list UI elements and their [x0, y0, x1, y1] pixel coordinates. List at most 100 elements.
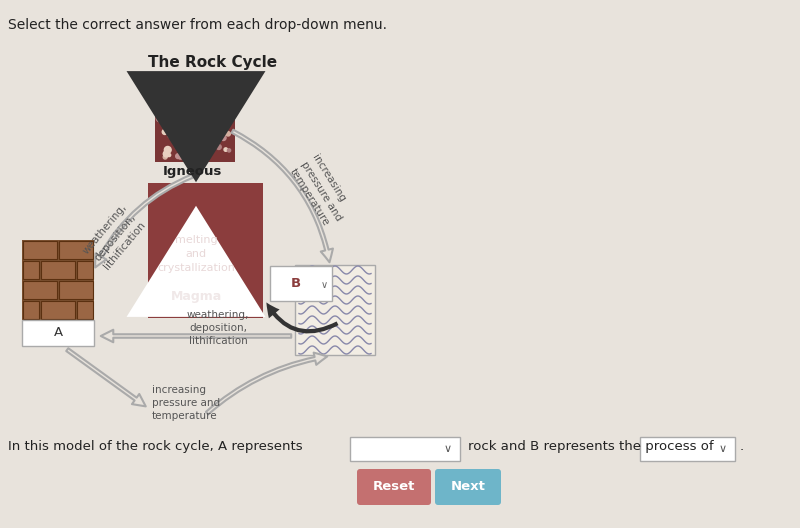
Text: increasing
pressure and
temperature: increasing pressure and temperature	[152, 385, 220, 421]
Circle shape	[171, 120, 174, 124]
Text: weathering,
deposition,
lithification: weathering, deposition, lithification	[187, 310, 249, 346]
Bar	[640, 437, 735, 461]
Bar	[41, 261, 75, 279]
Circle shape	[156, 115, 163, 121]
Circle shape	[186, 142, 191, 148]
Circle shape	[192, 129, 199, 136]
Circle shape	[220, 119, 225, 124]
Circle shape	[220, 128, 226, 134]
FancyArrowPatch shape	[266, 303, 338, 334]
Text: The Rock Cycle: The Rock Cycle	[148, 55, 277, 70]
Text: melting
and
crystallization: melting and crystallization	[157, 235, 235, 273]
Circle shape	[214, 137, 221, 143]
Circle shape	[205, 115, 211, 121]
Circle shape	[163, 151, 170, 157]
Circle shape	[174, 108, 179, 114]
Text: weathering,
deposition,
lithification: weathering, deposition, lithification	[82, 202, 149, 272]
Bar	[59, 281, 93, 299]
Circle shape	[215, 98, 221, 103]
Text: ∨: ∨	[444, 444, 452, 454]
Circle shape	[193, 147, 198, 153]
Circle shape	[202, 150, 207, 156]
Bar	[77, 301, 93, 319]
Circle shape	[190, 133, 196, 138]
Circle shape	[166, 112, 173, 119]
FancyArrowPatch shape	[66, 348, 146, 407]
Bar	[22, 320, 94, 346]
Circle shape	[178, 150, 182, 153]
Bar	[23, 281, 57, 299]
Text: rock and B represents the process of: rock and B represents the process of	[468, 440, 714, 453]
Circle shape	[170, 133, 174, 136]
Circle shape	[210, 132, 215, 137]
Bar	[23, 301, 39, 319]
Text: Igneous: Igneous	[163, 165, 222, 178]
Circle shape	[163, 155, 167, 159]
Circle shape	[220, 125, 226, 130]
Text: Next: Next	[450, 480, 486, 494]
Circle shape	[211, 99, 216, 103]
Circle shape	[187, 112, 190, 116]
FancyArrowPatch shape	[95, 174, 193, 268]
Bar	[23, 241, 57, 259]
Bar	[295, 265, 375, 355]
Bar	[270, 266, 332, 301]
Circle shape	[216, 106, 220, 110]
Circle shape	[193, 127, 199, 134]
Circle shape	[199, 107, 205, 112]
Circle shape	[194, 141, 198, 145]
Text: increasing
pressure and
temperature: increasing pressure and temperature	[288, 153, 354, 230]
Text: ∨: ∨	[719, 444, 727, 454]
Bar	[350, 437, 460, 461]
Circle shape	[221, 135, 226, 140]
Circle shape	[202, 155, 206, 159]
Circle shape	[176, 112, 181, 117]
Bar	[148, 183, 263, 318]
Circle shape	[193, 124, 199, 131]
Circle shape	[225, 131, 229, 135]
Circle shape	[168, 135, 171, 138]
Circle shape	[223, 132, 226, 135]
Circle shape	[193, 142, 200, 148]
FancyArrowPatch shape	[232, 130, 333, 262]
FancyBboxPatch shape	[357, 469, 431, 505]
Text: In this model of the rock cycle, A represents: In this model of the rock cycle, A repre…	[8, 440, 302, 453]
Circle shape	[156, 108, 162, 114]
Circle shape	[215, 119, 222, 126]
Bar	[77, 261, 93, 279]
Circle shape	[226, 131, 230, 136]
Circle shape	[162, 129, 167, 135]
Bar	[155, 97, 235, 162]
FancyArrowPatch shape	[206, 353, 327, 414]
Circle shape	[167, 124, 171, 128]
FancyBboxPatch shape	[435, 469, 501, 505]
Text: A: A	[54, 326, 62, 340]
Circle shape	[181, 132, 186, 138]
Circle shape	[215, 136, 221, 142]
Circle shape	[185, 117, 189, 121]
Circle shape	[157, 104, 164, 111]
Bar	[22, 240, 94, 320]
Text: B: B	[291, 277, 301, 290]
Text: .: .	[740, 440, 744, 453]
Text: ∨: ∨	[321, 280, 327, 290]
Circle shape	[202, 128, 207, 133]
Text: Select the correct answer from each drop-down menu.: Select the correct answer from each drop…	[8, 18, 387, 32]
Circle shape	[202, 156, 206, 161]
Bar	[59, 241, 93, 259]
Text: Magma: Magma	[170, 290, 222, 303]
Bar	[41, 301, 75, 319]
Circle shape	[227, 149, 230, 152]
Circle shape	[171, 119, 174, 123]
Circle shape	[187, 153, 190, 156]
Circle shape	[176, 154, 181, 158]
Circle shape	[186, 127, 194, 134]
FancyArrowPatch shape	[101, 330, 291, 342]
Circle shape	[203, 109, 206, 112]
Circle shape	[186, 128, 193, 134]
Circle shape	[224, 148, 227, 152]
Circle shape	[178, 154, 183, 159]
Text: Reset: Reset	[373, 480, 415, 494]
Circle shape	[200, 135, 206, 140]
Circle shape	[158, 99, 162, 103]
